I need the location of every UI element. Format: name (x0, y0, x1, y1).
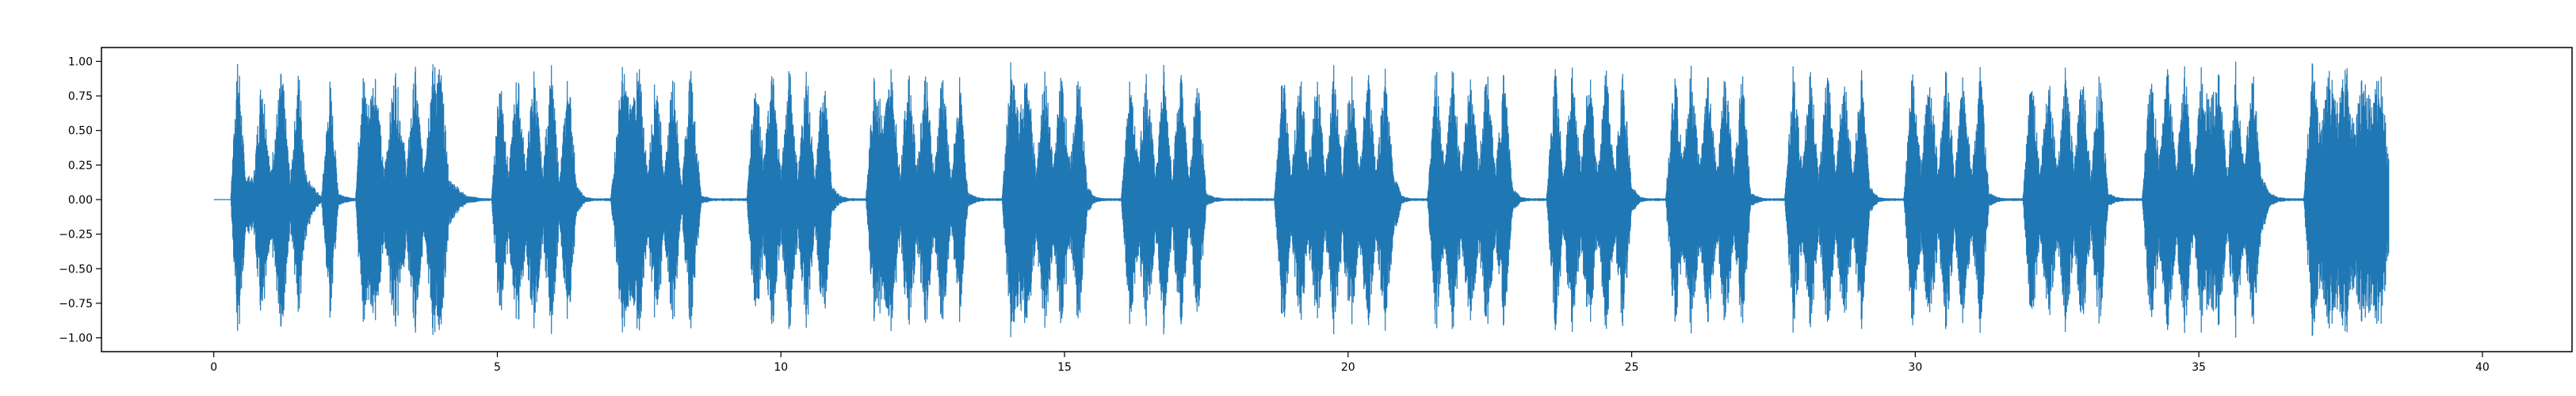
y-tick-label: 0.00 (68, 194, 93, 207)
y-tick-label: −1.00 (59, 333, 93, 345)
y-tick-label: 0.75 (68, 90, 93, 103)
plot-area (213, 61, 2390, 338)
x-tick-label: 5 (494, 361, 501, 374)
y-tick-label: −0.25 (59, 229, 93, 242)
x-tick-label: 15 (1057, 361, 1072, 374)
x-tick-label: 30 (1908, 361, 1922, 374)
x-tick-label: 10 (774, 361, 788, 374)
x-tick-label: 35 (2192, 361, 2206, 374)
y-tick-label: 0.25 (68, 159, 93, 172)
x-tick-label: 0 (210, 361, 217, 374)
x-tick-label: 25 (1625, 361, 1639, 374)
y-tick-label: 0.50 (68, 125, 93, 138)
y-axis: 1.00 0.75 0.50 0.25 0.00 −0.25 −0.50 −0.75 −1.00 (59, 55, 101, 345)
x-tick-label: 20 (1341, 361, 1355, 374)
x-tick-label: 40 (2475, 361, 2490, 374)
waveform-series-line (213, 61, 2390, 338)
y-tick-label: −0.75 (59, 298, 93, 310)
y-tick-label: 1.00 (68, 55, 93, 68)
x-axis: 0 5 10 15 20 25 30 35 40 (210, 352, 2490, 374)
y-tick-label: −0.50 (59, 263, 93, 276)
